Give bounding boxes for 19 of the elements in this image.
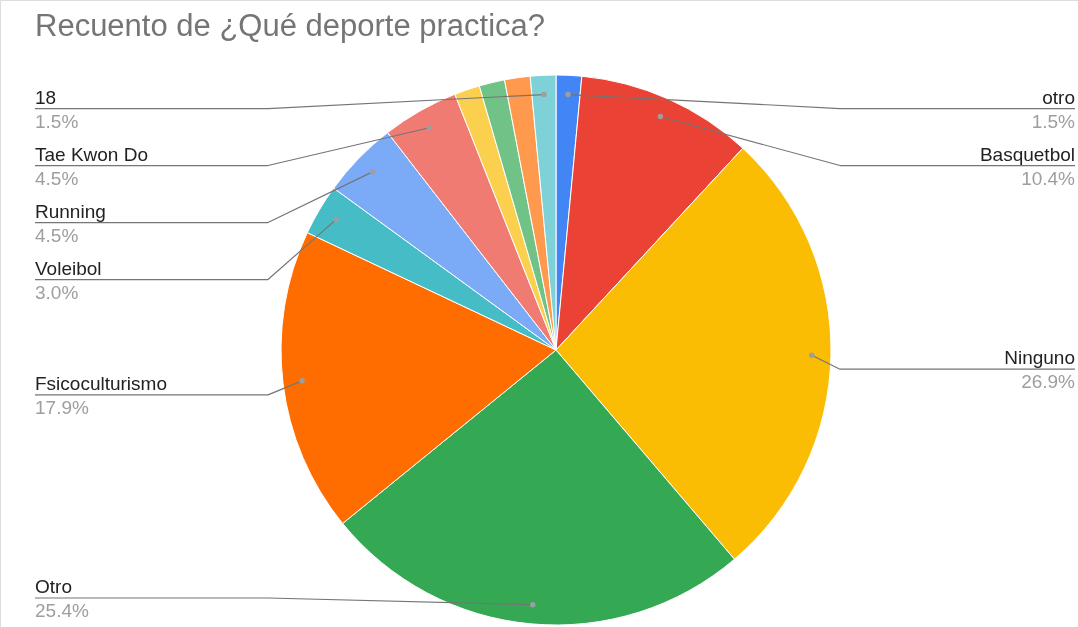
slice-label: Tae Kwon Do	[35, 143, 149, 165]
slice-label: 18	[35, 86, 57, 108]
slice-label: Basquetbol	[979, 143, 1075, 165]
data-label: 25.4%	[35, 600, 89, 621]
data-label: 4.5%	[35, 224, 79, 246]
data-label: 3.0%	[35, 281, 79, 303]
data-label: 17.9%	[35, 396, 89, 418]
data-label: 10.4%	[1021, 167, 1076, 189]
slice-label: Ninguno	[1004, 347, 1075, 369]
data-label: 1.5%	[1031, 110, 1076, 132]
slice-label: Voleibol	[35, 257, 102, 279]
data-label: 4.5%	[35, 167, 79, 189]
slice-label: Running	[35, 200, 106, 222]
slice-label: otro	[1042, 86, 1075, 108]
slice-label: Fsicoculturismo	[35, 372, 167, 394]
chart-title: Recuento de ¿Qué deporte practica?	[35, 8, 546, 43]
data-label: 26.9%	[1021, 371, 1076, 393]
slice-label: Otro	[35, 576, 72, 597]
data-label: 1.5%	[35, 110, 79, 132]
